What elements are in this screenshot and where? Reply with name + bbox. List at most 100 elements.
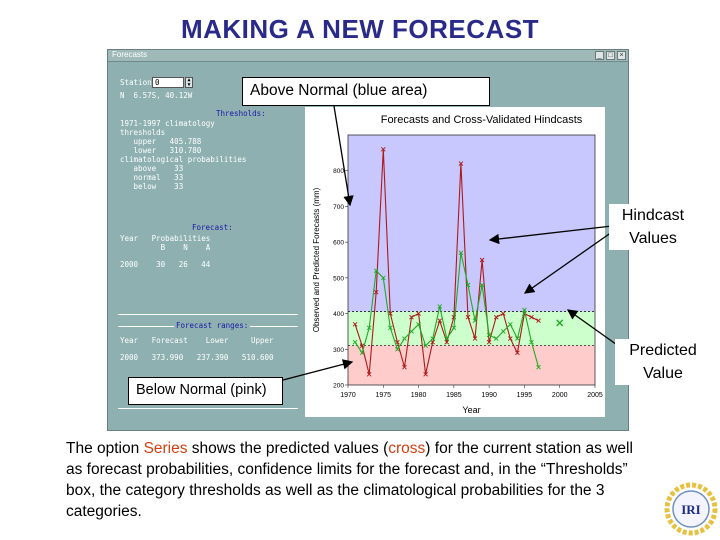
thresholds-line: normal 33	[120, 173, 184, 182]
predicted-label: Predicted Value	[615, 339, 711, 385]
forecast-row: 2000 30 26 44	[120, 260, 211, 269]
observed-point	[479, 257, 485, 263]
above-normal-band	[348, 135, 595, 312]
maximize-button[interactable]: □	[606, 51, 615, 60]
observed-point	[500, 311, 506, 316]
hindcast-point	[416, 321, 421, 327]
observed-point	[472, 336, 478, 341]
below-normal-callout: Below Normal (pink)	[128, 377, 283, 405]
observed-point	[409, 314, 414, 320]
y-tick-label: 400	[333, 311, 344, 318]
desc-series-word: Series	[143, 440, 188, 457]
desc-part3: ) for the current station as well as for…	[66, 440, 633, 520]
observed-point	[437, 318, 443, 324]
observed-point	[380, 146, 386, 152]
station-spinner[interactable]: ▲ ▼	[185, 77, 193, 88]
description-text: The option Series shows the predicted va…	[66, 438, 636, 522]
hindcast-point	[437, 304, 443, 309]
close-button[interactable]: ×	[617, 51, 626, 60]
hindcast-point	[472, 318, 478, 324]
hindcast-point	[486, 332, 492, 338]
observed-point	[529, 314, 534, 320]
predicted-label-line1: Predicted	[629, 342, 697, 359]
forecast-subheader: B N A	[120, 243, 211, 252]
thresholds-line: below 33	[120, 182, 184, 191]
hindcast-point	[479, 282, 485, 288]
separator	[118, 408, 298, 409]
thresholds-line: above 33	[120, 164, 184, 173]
observed-point	[486, 339, 492, 345]
hindcast-point	[522, 307, 527, 313]
hindcast-point	[366, 325, 372, 331]
observed-point	[395, 339, 400, 345]
hindcast-point	[380, 275, 386, 281]
hindcast-label-line1: Hindcast	[621, 207, 685, 224]
y-tick-label: 300	[333, 347, 344, 354]
hindcast-point	[423, 343, 428, 349]
hindcast-point	[465, 282, 471, 288]
chart-title: Forecasts and Cross-Validated Hindcasts	[381, 114, 583, 126]
y-tick-label: 200	[333, 383, 344, 390]
x-axis-label: Year	[462, 405, 480, 415]
station-input[interactable]: 0	[152, 77, 184, 88]
hindcast-point	[458, 250, 464, 256]
y-tick-label: 800	[333, 168, 344, 175]
ranges-header: Year Forecast Lower Upper	[120, 336, 274, 345]
hindcast-point	[493, 336, 499, 341]
desc-part1: The option	[66, 440, 144, 457]
desc-part2: shows the predicted values (	[187, 440, 389, 457]
thresholds-line: 1971-1997 climatology	[120, 119, 215, 128]
observed-point	[444, 339, 450, 345]
y-axis-label: Observed and Predicted Forecasts (mm)	[312, 187, 321, 332]
observed-point	[515, 350, 520, 356]
series-chart: Forecasts and Cross-Validated Hindcasts Y…	[312, 114, 603, 415]
observed-point	[366, 371, 372, 377]
hindcast-point	[373, 268, 379, 274]
desc-cross-word: cross	[388, 440, 426, 457]
hindcast-label-line2: Values	[629, 230, 677, 247]
ranges-row: 2000 373.990 237.390 510.600	[120, 353, 274, 362]
thresholds-line: thresholds	[120, 128, 166, 137]
separator	[118, 314, 298, 315]
window-titlebar: Forecasts _ □ ×	[108, 50, 628, 62]
forecast-point	[556, 319, 564, 327]
station-coords: N 6.57S, 40.12W	[120, 91, 193, 100]
info-panel: Station 0 ▲ ▼ N 6.57S, 40.12W Thresholds:…	[110, 64, 300, 430]
hindcast-point	[529, 339, 534, 345]
thresholds-line: climatological probabilities	[120, 155, 247, 164]
ranges-heading: Forecast ranges:	[174, 321, 251, 330]
window-title: Forecasts	[112, 50, 148, 59]
hindcast-point	[352, 339, 358, 345]
x-tick-label: 1975	[375, 392, 391, 399]
observed-point	[536, 318, 541, 324]
hindcast-point	[500, 329, 506, 334]
observed-point	[493, 314, 499, 320]
hindcast-point	[515, 336, 520, 341]
hindcast-point	[444, 336, 450, 341]
hindcast-point	[359, 350, 365, 356]
y-tick-label: 600	[333, 240, 344, 247]
observed-point	[458, 161, 464, 166]
hindcast-point	[536, 364, 541, 370]
observed-point	[465, 314, 471, 320]
predicted-label-line2: Value	[643, 365, 683, 382]
forecast-window: Forecasts _ □ × Station 0 ▲ ▼ N 6.57S, 40…	[107, 49, 629, 431]
station-label: Station	[120, 78, 152, 87]
x-tick-label: 2000	[552, 392, 568, 399]
x-tick-label: 1985	[446, 392, 462, 399]
x-tick-label: 2005	[587, 392, 603, 399]
minimize-button[interactable]: _	[595, 51, 604, 60]
hindcast-point	[409, 329, 414, 334]
iri-logo: IRI	[664, 482, 718, 536]
y-tick-label: 700	[333, 204, 344, 211]
x-tick-label: 1990	[481, 392, 497, 399]
hindcast-point	[402, 336, 407, 341]
logo-text: IRI	[681, 502, 701, 517]
below-normal-band	[348, 345, 595, 385]
series-chart-panel: Forecasts and Cross-Validated Hindcasts Y…	[305, 107, 605, 417]
hindcast-point	[451, 325, 457, 331]
observed-point	[373, 289, 379, 295]
observed-point	[416, 311, 421, 316]
thresholds-line: upper 405.788	[120, 137, 202, 146]
x-tick-label: 1970	[340, 392, 356, 399]
